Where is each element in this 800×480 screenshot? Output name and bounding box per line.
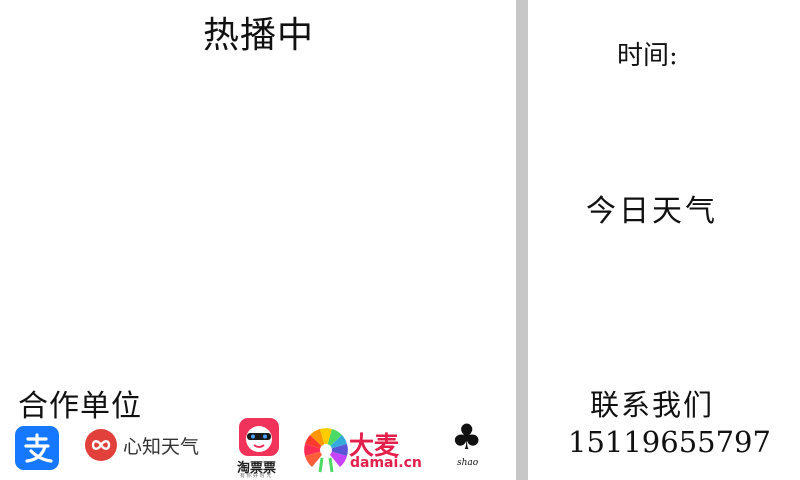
infinity-icon xyxy=(85,429,117,461)
alipay-logo xyxy=(15,426,59,470)
vertical-divider xyxy=(516,0,528,480)
shao-logo: ♣ shao xyxy=(450,418,490,470)
contact-label: 联系我们 xyxy=(590,388,715,422)
now-playing-title: 热播中 xyxy=(203,15,315,56)
taopiaopiao-text: 淘票票 xyxy=(237,461,277,476)
damai-text: 大麦 xyxy=(349,431,400,460)
seniverse-text: 心知天气 xyxy=(123,436,200,458)
weather-label: 今日天气 xyxy=(586,194,718,229)
damai-fan-icon xyxy=(304,428,348,473)
taopiaopiao-logo: 淘票票 有 你 好 时 光 xyxy=(237,418,282,479)
taopiaopiao-tagline: 有 你 好 时 光 xyxy=(240,473,272,479)
shao-text: shao xyxy=(457,458,479,468)
damai-logo: 大麦 damai.cn xyxy=(303,424,423,476)
time-label: 时间: xyxy=(617,41,678,71)
partners-label: 合作单位 xyxy=(18,389,142,424)
contact-phone: 15119655797 xyxy=(568,425,771,459)
seniverse-logo: 心知天气 xyxy=(80,422,220,468)
damai-domain: damai.cn xyxy=(350,455,422,471)
mascot-icon xyxy=(239,418,279,456)
alipay-icon xyxy=(24,433,53,463)
clover-icon: ♣ xyxy=(451,418,483,458)
